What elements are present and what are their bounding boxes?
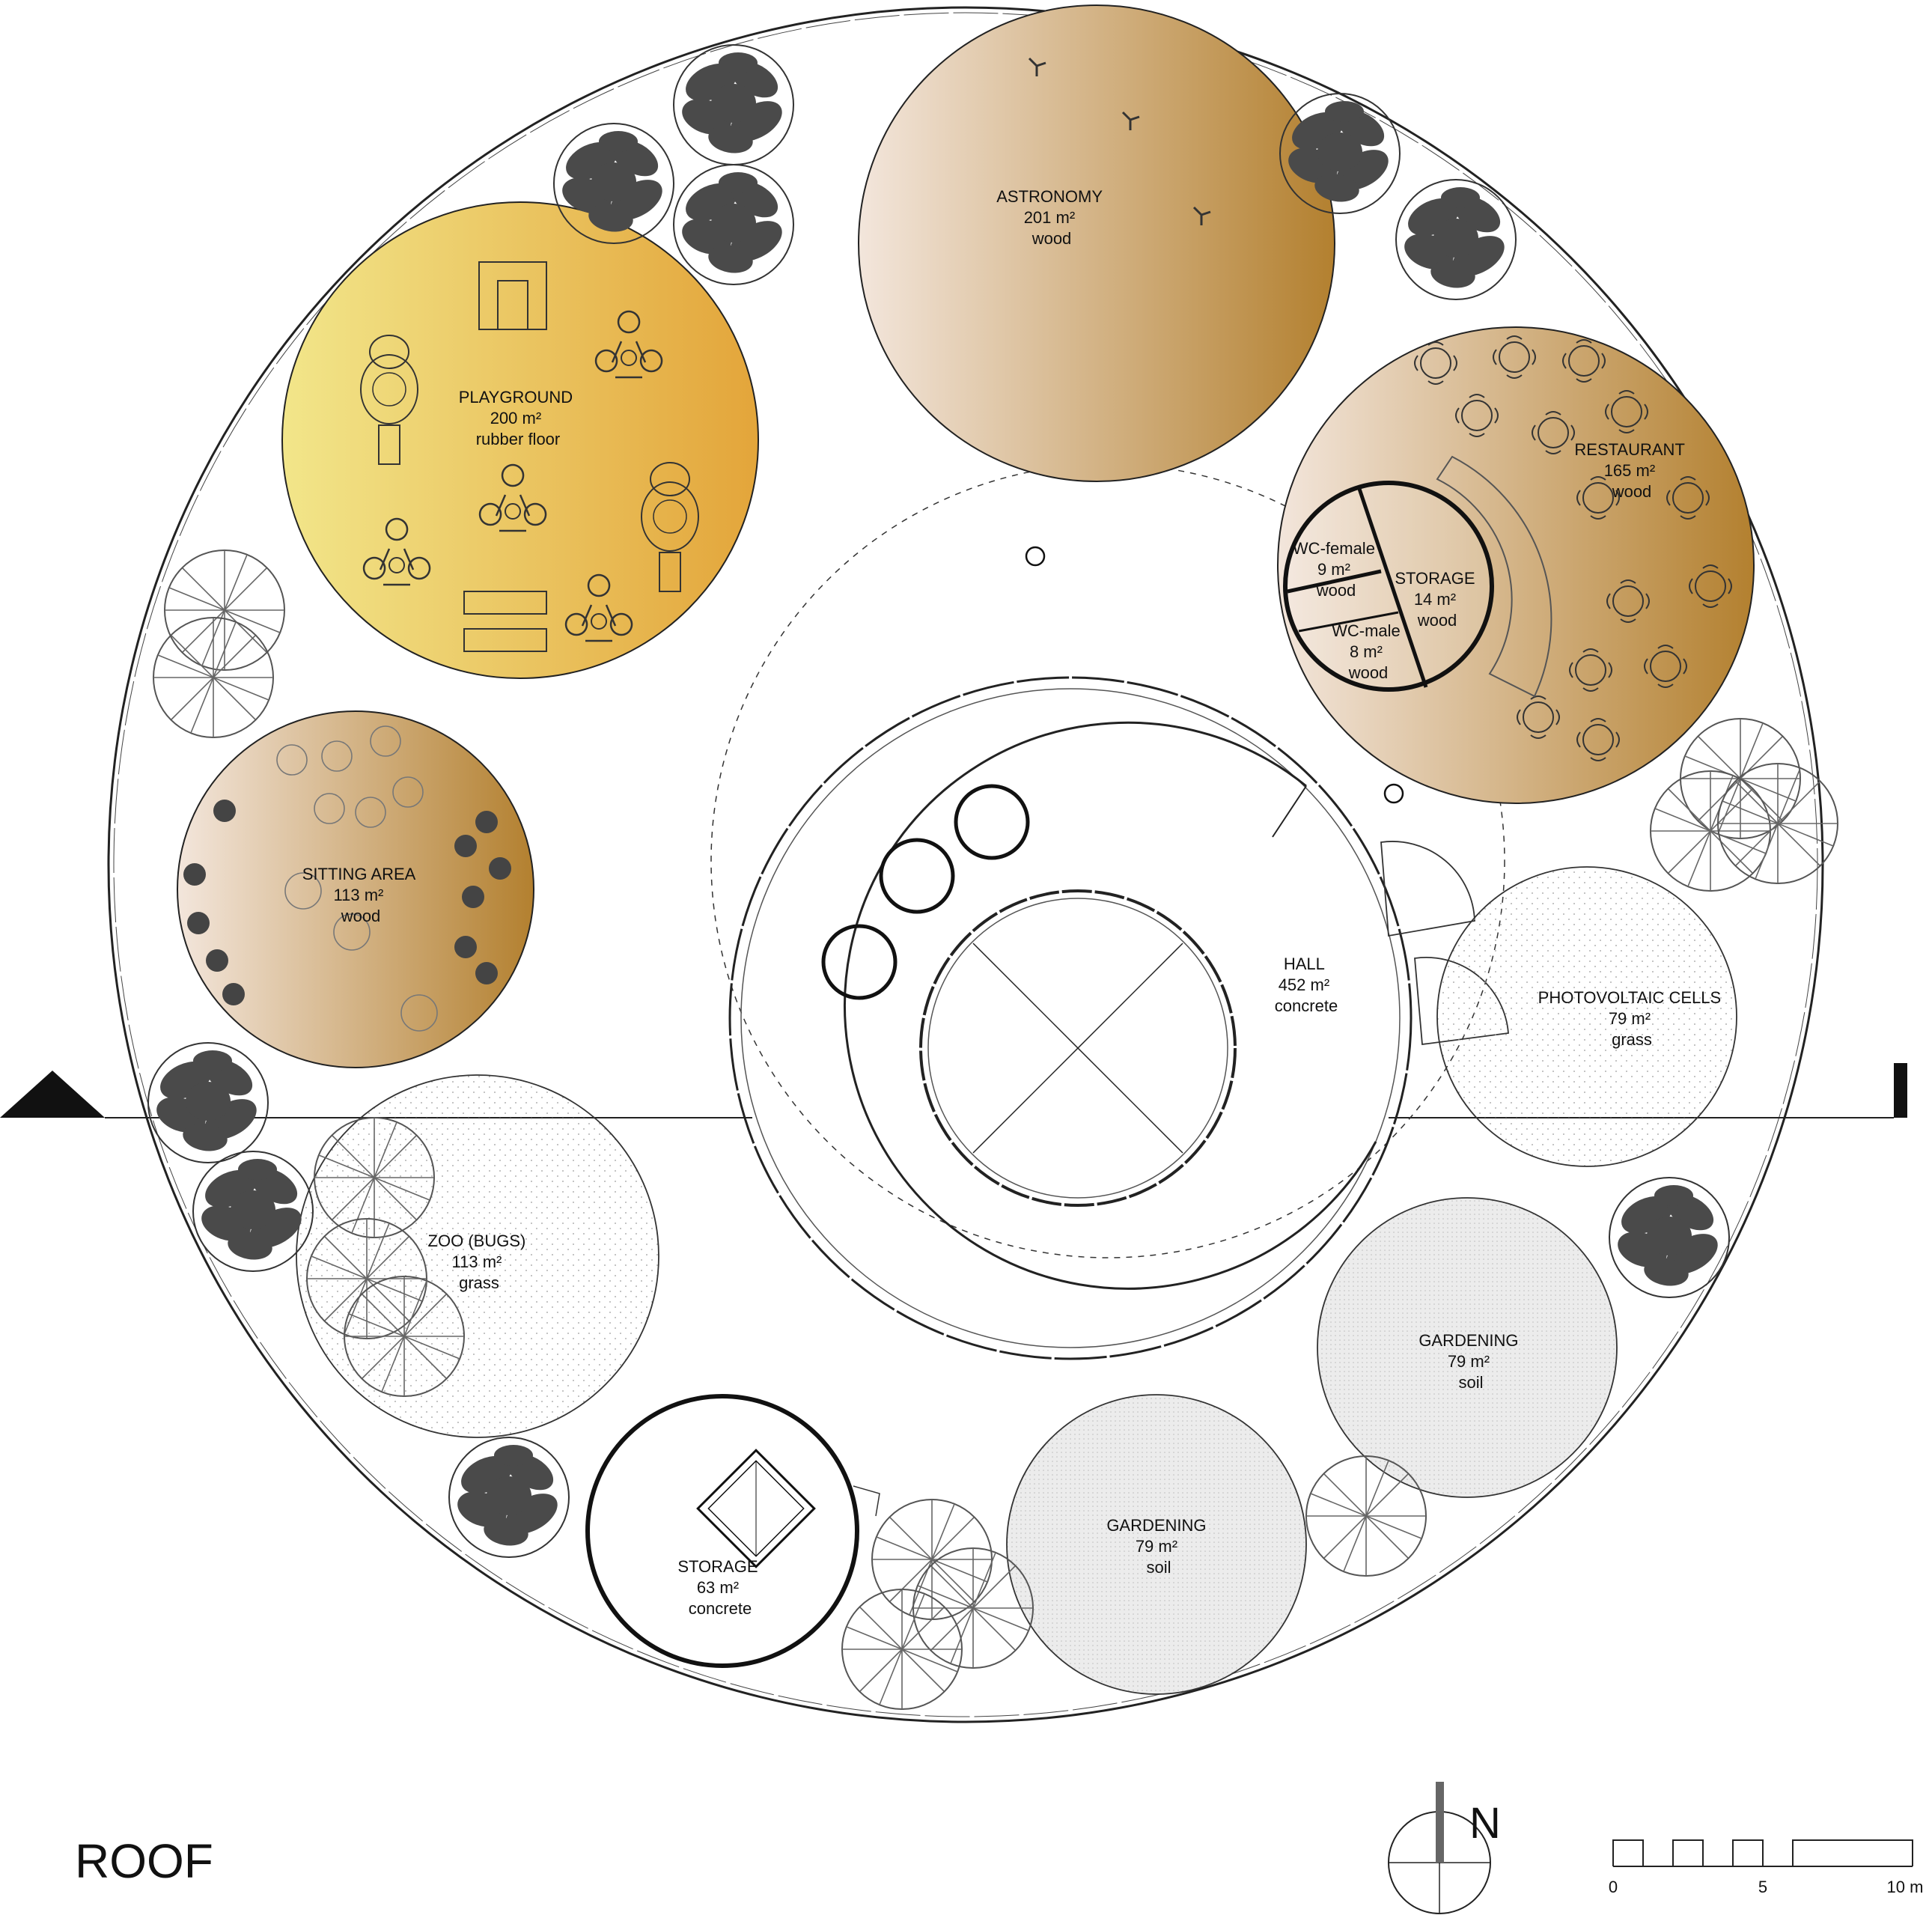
playground-label: PLAYGROUND 200 m² rubber floor — [459, 388, 578, 448]
deciduous-tree-icon — [164, 550, 285, 671]
scale-tick-10: 10 m — [1887, 1878, 1924, 1896]
scale-tick-5: 5 — [1758, 1878, 1767, 1896]
deciduous-tree-icon — [841, 1589, 963, 1710]
play-equipment — [360, 261, 699, 652]
restaurant-label: RESTAURANT 165 m² wood — [1574, 440, 1689, 501]
zone-storage-large — [585, 1394, 880, 1668]
section-arrow-icon — [0, 1071, 105, 1118]
deciduous-tree-icon — [1305, 1455, 1427, 1577]
zone-sitting-area — [177, 710, 534, 1068]
hall-label: HALL 452 m² concrete — [1275, 955, 1338, 1015]
drawing-title: ROOF — [75, 1834, 213, 1888]
storage-small-label: STORAGE 14 m² wood — [1395, 569, 1479, 630]
deciduous-tree-icon — [344, 1276, 465, 1397]
conifer-tree-icon — [1395, 179, 1517, 300]
north-needle-icon — [1436, 1782, 1444, 1863]
conifer-tree-icon — [673, 44, 794, 165]
skylight-icon — [1383, 783, 1404, 804]
gardening-south-label: GARDENING 79 m² soil — [1106, 1516, 1210, 1577]
conifer-tree-icon — [448, 1437, 570, 1558]
photovoltaic-label: PHOTOVOLTAIC CELLS 79 m² grass — [1538, 988, 1726, 1049]
north-label: N — [1469, 1799, 1501, 1848]
gardening-east-label: GARDENING 79 m² soil — [1418, 1331, 1523, 1392]
astronomy-label: ASTRONOMY 201 m² wood — [996, 187, 1107, 248]
telescope-icons — [1028, 57, 1211, 225]
zone-restaurant — [1277, 326, 1755, 804]
conifer-tree-icon — [1609, 1177, 1730, 1298]
deciduous-tree-icon — [1650, 770, 1771, 892]
storage-large-label: STORAGE 63 m² concrete — [677, 1557, 762, 1618]
zone-gardening-east — [1317, 1197, 1618, 1498]
sitting-area-label: SITTING AREA 113 m² wood — [302, 865, 420, 925]
zone-gardening-south — [1006, 1394, 1307, 1695]
service-core — [1283, 481, 1494, 692]
conifer-tree-icon — [553, 123, 674, 244]
bar-counter — [1436, 455, 1552, 698]
deciduous-tree-icon — [1717, 763, 1838, 884]
wc-female-label: WC-female 9 m² wood — [1293, 539, 1380, 600]
north-arrow: N — [1388, 1782, 1501, 1914]
deciduous-tree-icon — [912, 1547, 1034, 1669]
conifer-tree-icon — [1279, 93, 1401, 214]
wc-male-label: WC-male 8 m² wood — [1332, 621, 1405, 682]
deciduous-tree-icon — [871, 1499, 993, 1620]
zone-photovoltaic — [1436, 866, 1737, 1167]
door-swing-icon — [1380, 841, 1475, 937]
section-marker-icon — [1894, 1063, 1907, 1118]
scale-bar: 0 5 10 m — [1609, 1839, 1924, 1896]
site-boundary — [107, 6, 1824, 1723]
conifer-tree-icon — [192, 1151, 314, 1272]
sitting-seats — [183, 800, 511, 1005]
scale-tick-0: 0 — [1609, 1878, 1618, 1896]
skylight-icon — [1025, 546, 1046, 567]
zoo-label: ZOO (BUGS) 113 m² grass — [428, 1232, 531, 1292]
hall-structure — [728, 676, 1509, 1360]
conifer-tree-icon — [147, 1042, 269, 1163]
deciduous-tree-icon — [153, 617, 274, 738]
zone-astronomy — [858, 4, 1335, 482]
conifer-tree-icon — [673, 164, 794, 285]
